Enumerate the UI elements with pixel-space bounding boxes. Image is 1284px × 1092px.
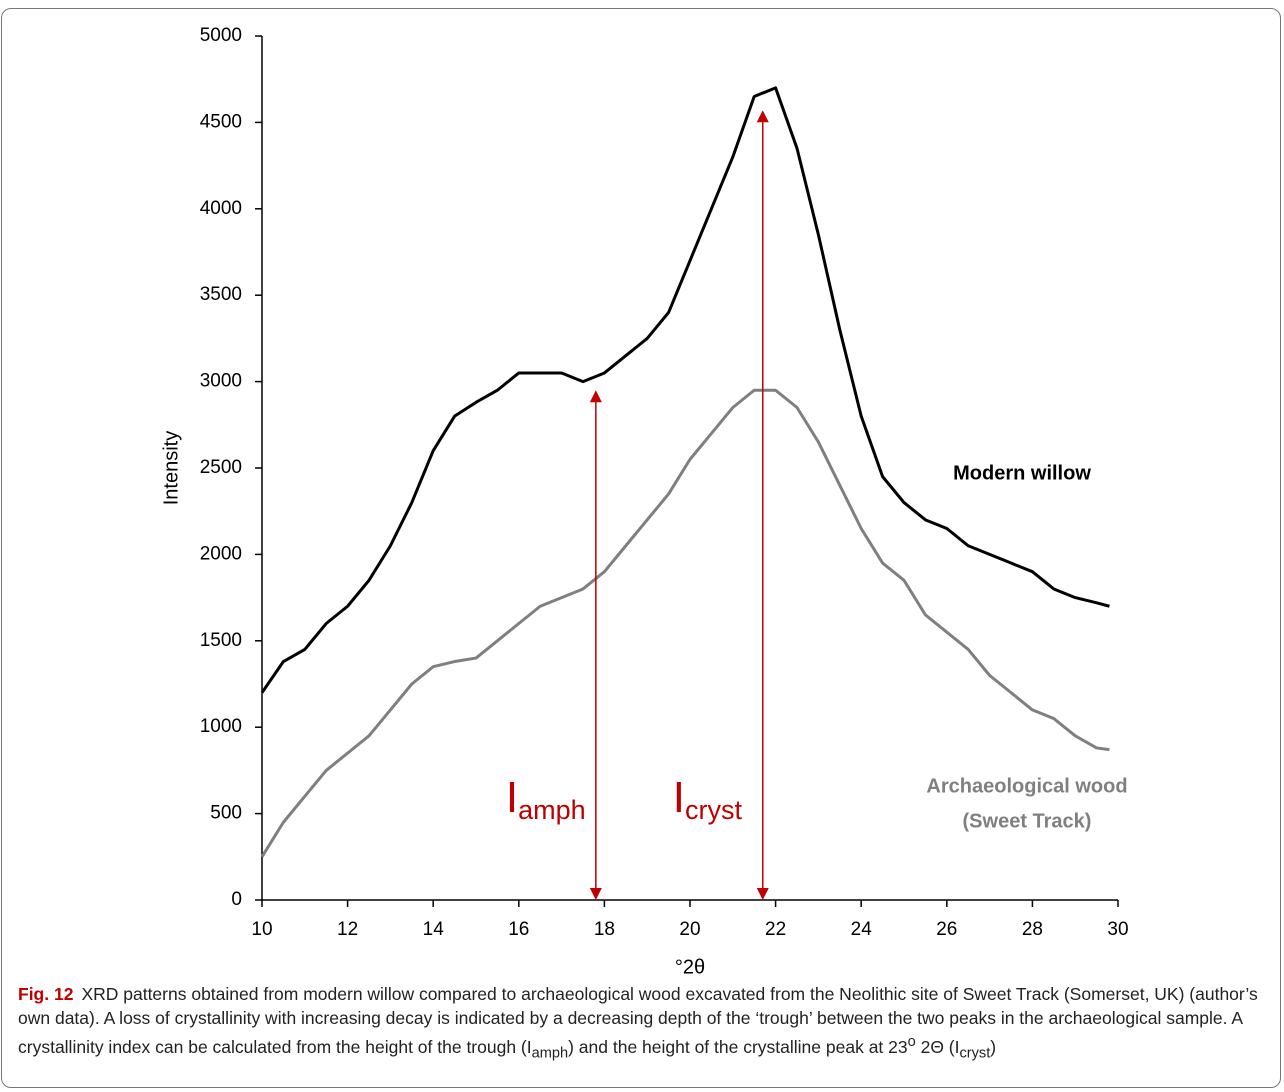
arrow-label: Iamph xyxy=(506,773,586,826)
series-label: Archaeological wood xyxy=(926,775,1127,797)
y-tick-label: 3000 xyxy=(200,371,242,392)
arrow-head xyxy=(756,888,769,900)
x-axis-title: °2θ xyxy=(675,956,705,978)
y-tick-label: 5000 xyxy=(200,25,242,46)
y-tick-label: 2000 xyxy=(200,543,242,564)
x-tick-label: 24 xyxy=(851,919,873,940)
y-tick-label: 4500 xyxy=(200,111,242,132)
y-tick-label: 3500 xyxy=(200,284,242,305)
caption: Fig. 12 XRD patterns obtained from modern… xyxy=(18,982,1273,1065)
caption-sub: amph xyxy=(531,1045,569,1062)
chart: Intensity °2θ 0 500 1000 1500 2000 2500 3000 35… xyxy=(160,25,1128,978)
caption-text: ) and the height of the crystalline peak… xyxy=(568,1036,908,1057)
x-tick-label: 28 xyxy=(1022,919,1043,940)
caption-sup: o xyxy=(907,1034,916,1050)
data-line xyxy=(260,388,1110,858)
y-tick-label: 1000 xyxy=(200,716,242,737)
x-tick-label: 16 xyxy=(508,919,529,940)
series-label: Modern willow xyxy=(953,462,1091,484)
caption-sub: cryst xyxy=(959,1045,991,1062)
arrow-label-sub: amph xyxy=(518,795,586,825)
series-note: (Sweet Track) xyxy=(963,810,1092,832)
x-tick-label: 14 xyxy=(423,919,445,940)
caption-text: XRD patterns obtained from modern willow… xyxy=(18,984,1258,1057)
y-tick-label: 1500 xyxy=(200,630,242,651)
y-tick-label: 0 xyxy=(231,889,242,910)
x-tick-label: 26 xyxy=(936,919,957,940)
caption-label: Fig. 12 xyxy=(18,984,74,1004)
x-tick-label: 22 xyxy=(765,919,786,940)
arrow-head xyxy=(589,888,602,900)
x-tick-label: 30 xyxy=(1107,919,1128,940)
arrow-label-main: I xyxy=(673,773,685,822)
arrow-head xyxy=(589,390,602,403)
figure-frame xyxy=(1,8,1281,1088)
arrow-label-sub: cryst xyxy=(685,795,742,825)
y-tick-label: 500 xyxy=(210,803,242,824)
y-tick-label: 2500 xyxy=(200,457,242,478)
caption-text: 2Θ (I xyxy=(915,1036,960,1057)
arrow-label: Icryst xyxy=(673,773,743,826)
x-tick-label: 18 xyxy=(594,919,615,940)
y-axis-title: Intensity xyxy=(160,431,182,505)
y-tick-label: 4000 xyxy=(200,198,242,219)
x-tick-label: 12 xyxy=(337,919,358,940)
x-tick-label: 20 xyxy=(679,919,700,940)
arrow-head xyxy=(756,110,769,123)
data-line xyxy=(260,86,1110,694)
caption-text: ) xyxy=(990,1036,997,1057)
arrow-label-main: I xyxy=(506,773,518,822)
x-tick-label: 10 xyxy=(251,919,272,940)
